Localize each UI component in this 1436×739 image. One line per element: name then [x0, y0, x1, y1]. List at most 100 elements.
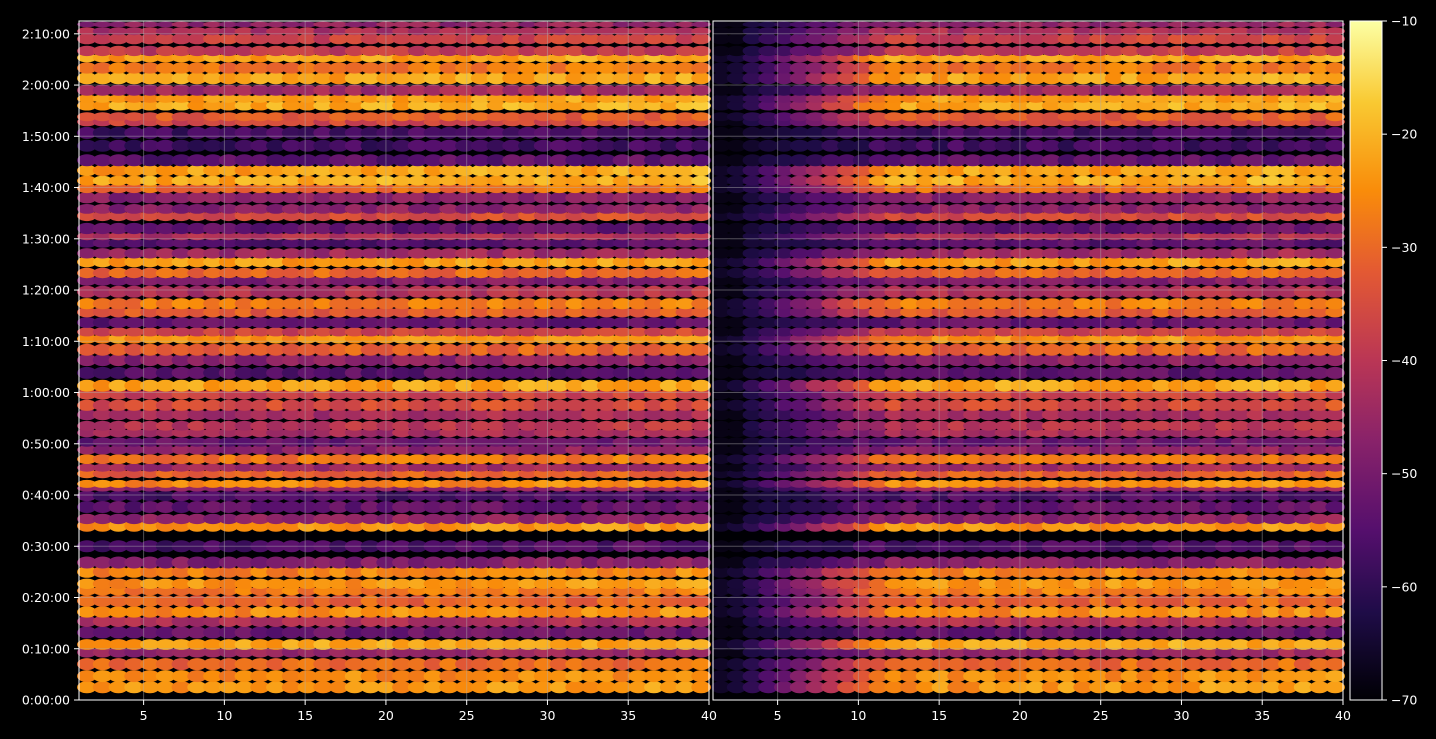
heatmap-cell	[423, 409, 444, 421]
heatmap-cell	[234, 232, 255, 241]
heatmap-cell	[92, 238, 113, 248]
heatmap-cell	[171, 479, 192, 488]
heatmap-cell	[250, 606, 270, 618]
heatmap-cell	[77, 354, 97, 367]
heatmap-cell	[581, 307, 601, 318]
heatmap-cell	[297, 615, 318, 628]
heatmap-cell	[612, 501, 633, 513]
heatmap-cell	[565, 540, 585, 553]
heatmap-cell	[92, 256, 113, 268]
heatmap-cell	[407, 248, 428, 259]
y-tick-label: 1:20:00	[22, 283, 70, 298]
heatmap-cell	[455, 366, 475, 379]
heatmap-cell	[486, 409, 507, 421]
heatmap-cell	[423, 238, 444, 248]
heatmap-cell	[502, 388, 522, 400]
heatmap-cell	[549, 343, 570, 356]
heatmap-cell	[518, 670, 538, 683]
heatmap-cell	[502, 248, 522, 259]
heatmap-cell	[203, 333, 223, 344]
heatmap-cell	[518, 307, 538, 318]
heatmap-cell	[565, 437, 585, 447]
heatmap-cell	[203, 445, 223, 455]
heatmap-cell	[502, 428, 522, 438]
heatmap-cell	[502, 204, 522, 214]
heatmap-cell	[596, 469, 617, 479]
heatmap-cell	[203, 595, 223, 607]
heatmap-cell	[486, 615, 507, 628]
heatmap-cell	[155, 566, 176, 578]
heatmap-cell	[281, 606, 302, 618]
heatmap-cell	[329, 275, 349, 286]
heatmap-cell	[124, 501, 144, 513]
heatmap-cell	[297, 238, 318, 248]
heatmap-cell	[313, 615, 333, 628]
heatmap-cell	[344, 327, 365, 337]
heatmap-cell	[360, 248, 381, 259]
heatmap-cell	[218, 327, 239, 337]
heatmap-cell	[439, 248, 459, 259]
heatmap-cell	[612, 606, 633, 618]
heatmap-cell	[581, 513, 601, 525]
heatmap-cell	[140, 578, 160, 589]
heatmap-cell	[518, 238, 538, 248]
heatmap-cell	[234, 626, 255, 639]
heatmap-cell	[92, 626, 113, 639]
heatmap-cell	[108, 248, 129, 259]
heatmap-cell	[297, 646, 318, 658]
heatmap-cell	[140, 307, 160, 318]
heatmap-cell	[140, 479, 160, 488]
heatmap-cell	[92, 658, 113, 671]
heatmap-cell	[392, 238, 412, 248]
heatmap-cell	[596, 578, 617, 589]
heatmap-cell	[297, 681, 318, 694]
heatmap-cell	[92, 606, 113, 618]
heatmap-cell	[376, 366, 396, 379]
heatmap-cell	[344, 399, 365, 411]
heatmap-cell	[203, 658, 223, 671]
heatmap-cell	[360, 463, 381, 472]
heatmap-cell	[407, 267, 428, 279]
heatmap-cell	[423, 420, 444, 431]
heatmap-cell	[108, 454, 129, 464]
heatmap-cell	[518, 639, 538, 650]
heatmap-cell	[108, 275, 129, 286]
heatmap-cell	[691, 566, 711, 578]
heatmap-cell	[376, 327, 396, 337]
heatmap-cell	[392, 222, 412, 235]
heatmap-cell	[360, 204, 381, 214]
heatmap-cell	[455, 670, 475, 683]
heatmap-cell	[266, 409, 286, 421]
heatmap-cell	[140, 409, 160, 421]
heatmap-cell	[581, 586, 601, 596]
heatmap-cell	[628, 578, 648, 589]
heatmap-cell	[92, 670, 113, 683]
heatmap-cell	[533, 469, 554, 479]
heatmap-cell	[644, 388, 664, 400]
heatmap-cell	[533, 232, 554, 241]
heatmap-cell	[628, 238, 648, 248]
heatmap-cell	[187, 388, 207, 400]
heatmap-cell	[77, 606, 97, 618]
heatmap-cell	[565, 388, 585, 400]
heatmap-cell	[203, 501, 223, 513]
heatmap-cell	[92, 556, 113, 569]
heatmap-cell	[439, 490, 459, 502]
heatmap-cell	[266, 343, 286, 356]
heatmap-cell	[533, 275, 554, 286]
heatmap-cell	[313, 298, 333, 310]
heatmap-cell	[376, 388, 396, 400]
heatmap-cell	[140, 222, 160, 235]
heatmap-cell	[1325, 267, 1345, 279]
heatmap-cell	[407, 317, 428, 328]
heatmap-cell	[108, 626, 129, 639]
heatmap-cell	[171, 437, 192, 447]
heatmap-cell	[628, 222, 648, 235]
heatmap-cell	[77, 437, 97, 447]
heatmap-cell	[203, 681, 223, 694]
heatmap-cell	[77, 595, 97, 607]
heatmap-cell	[203, 238, 223, 248]
heatmap-cell	[376, 222, 396, 235]
heatmap-cell	[281, 670, 302, 683]
heatmap-cell	[659, 556, 680, 569]
